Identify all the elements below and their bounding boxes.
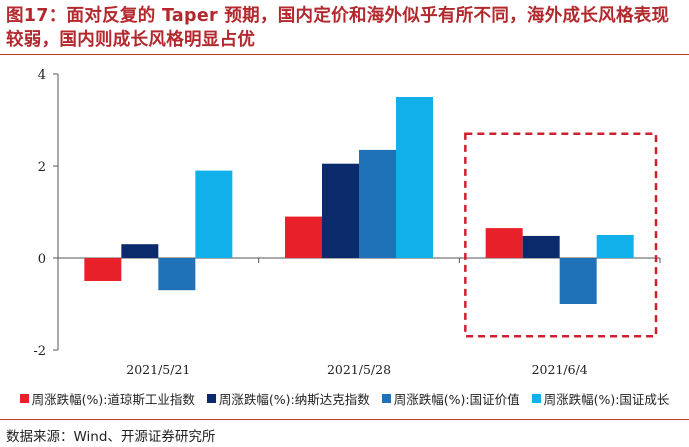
x-tick-label: 2021/5/21: [126, 362, 190, 377]
legend-item-value: 周涨跌幅(%):国证价值: [381, 389, 520, 408]
y-tick-label: -2: [33, 344, 46, 359]
source-divider: [0, 419, 689, 420]
legend-item-nasdaq: 周涨跌幅(%):纳斯达克指数: [206, 389, 370, 408]
bar: [121, 244, 159, 258]
x-tick-label: 2021/5/28: [327, 362, 391, 377]
bar: [522, 235, 560, 258]
title-divider: [0, 54, 689, 55]
bar: [195, 170, 233, 258]
bar: [485, 228, 523, 258]
legend-label-growth: 周涨跌幅(%):国证成长: [543, 392, 670, 407]
bar: [158, 258, 196, 291]
chart-title: 图17：面对反复的 Taper 预期，国内定价和海外似乎有所不同，海外成长风格表…: [6, 6, 670, 50]
bar: [559, 258, 597, 304]
legend-item-dow: 周涨跌幅(%):道琼斯工业指数: [19, 389, 195, 408]
bar: [359, 149, 396, 258]
highlight-box: [464, 132, 658, 338]
legend-swatch-nasdaq: [206, 394, 216, 403]
legend-label-dow: 周涨跌幅(%):道琼斯工业指数: [31, 392, 195, 407]
bar: [84, 258, 122, 281]
y-tick-label: 0: [38, 252, 46, 267]
legend-label-nasdaq: 周涨跌幅(%):纳斯达克指数: [218, 392, 370, 407]
legend-swatch-dow: [19, 394, 29, 403]
x-tick-label: 2021/6/4: [532, 362, 588, 377]
legend-label-value: 周涨跌幅(%):国证价值: [393, 392, 520, 407]
legend-swatch-growth: [531, 394, 541, 403]
legend-item-growth: 周涨跌幅(%):国证成长: [531, 389, 670, 408]
legend-swatch-value: [381, 394, 391, 403]
bar: [596, 235, 634, 258]
y-tick-label: 2: [38, 160, 46, 175]
bar: [396, 97, 433, 258]
bar-chart: -2 0 2 4 2021/5/21 2021/5/28 2021/6/4: [33, 68, 661, 377]
bar: [285, 216, 322, 258]
chart-legend: 周涨跌幅(%):道琼斯工业指数 周涨跌幅(%):纳斯达克指数 周涨跌幅(%):国…: [0, 389, 689, 408]
y-tick-label: 4: [38, 68, 46, 83]
source-note: 数据来源：Wind、开源证券研究所: [6, 429, 216, 445]
bar: [322, 163, 359, 258]
